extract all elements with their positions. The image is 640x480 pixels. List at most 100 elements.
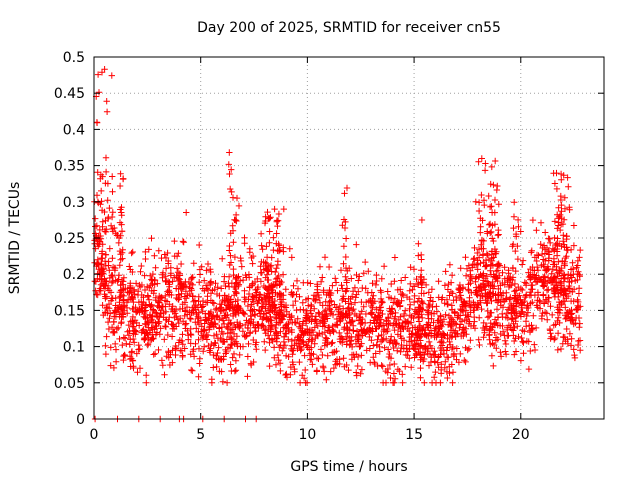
data-point: [571, 354, 579, 362]
data-point: [464, 346, 471, 354]
data-point: [487, 340, 494, 348]
data-point: [570, 222, 578, 229]
data-point: [455, 359, 463, 366]
data-point: [152, 264, 159, 271]
data-point: [99, 241, 106, 248]
data-point: [562, 312, 569, 319]
data-point: [378, 331, 385, 339]
data-point: [394, 347, 401, 354]
data-point: [430, 351, 437, 358]
data-point: [299, 299, 306, 306]
data-point: [106, 315, 113, 322]
data-point: [159, 362, 166, 369]
data-point: [289, 358, 296, 366]
data-point: [274, 291, 281, 299]
data-point: [513, 287, 520, 294]
data-point: [241, 240, 248, 247]
y-tick-label: 0.25: [54, 231, 85, 247]
data-point: [247, 329, 254, 336]
data-point: [514, 255, 522, 263]
data-point: [403, 345, 410, 352]
data-point: [109, 263, 117, 271]
data-point: [237, 322, 244, 329]
data-point: [499, 310, 506, 318]
data-point: [533, 227, 540, 234]
data-point: [560, 238, 567, 245]
data-point: [235, 202, 243, 210]
data-point: [426, 329, 433, 337]
data-point: [409, 324, 416, 331]
data-point: [338, 282, 345, 289]
data-point: [477, 223, 484, 230]
data-point: [340, 243, 348, 250]
data-point: [517, 228, 524, 235]
data-point: [441, 332, 448, 339]
data-point: [531, 267, 538, 274]
data-point: [448, 361, 455, 368]
data-point: [262, 217, 269, 225]
data-point: [446, 369, 453, 377]
data-point: [200, 333, 207, 340]
data-point: [168, 320, 175, 328]
data-point: [346, 319, 354, 326]
data-point: [525, 269, 532, 276]
data-point: [529, 263, 536, 271]
data-point: [487, 319, 494, 327]
data-point: [280, 244, 287, 251]
data-point: [276, 315, 284, 322]
data-point: [98, 266, 105, 274]
data-point: [179, 353, 186, 361]
data-point: [201, 327, 208, 334]
data-point: [465, 301, 473, 309]
data-point: [490, 291, 497, 298]
data-point: [362, 310, 370, 318]
data-point: [266, 228, 273, 235]
y-tick-label: 0.4: [63, 122, 85, 138]
data-point: [451, 310, 458, 317]
data-point: [536, 276, 543, 283]
data-point: [353, 291, 360, 298]
data-point: [311, 324, 318, 331]
data-point: [566, 278, 573, 286]
data-point: [248, 316, 255, 323]
data-point: [106, 267, 113, 274]
data-point: [509, 307, 516, 314]
data-point: [104, 318, 112, 326]
data-point: [431, 374, 438, 381]
data-point: [280, 303, 288, 310]
data-point: [244, 324, 252, 332]
data-point: [555, 204, 562, 211]
data-point: [126, 263, 133, 270]
data-point: [267, 214, 274, 221]
data-point: [574, 341, 582, 349]
data-point: [143, 372, 150, 379]
data-point: [490, 254, 497, 261]
data-point: [250, 293, 257, 301]
data-point: [257, 278, 265, 285]
data-point: [374, 313, 382, 320]
data-point: [249, 260, 256, 267]
data-point: [188, 274, 196, 281]
data-point: [382, 367, 389, 375]
data-point: [93, 222, 100, 229]
data-point: [181, 293, 188, 300]
data-point: [250, 336, 257, 344]
data-point: [497, 349, 504, 356]
data-point: [560, 232, 567, 239]
data-point: [245, 340, 252, 348]
data-point: [225, 316, 233, 324]
data-point: [421, 379, 428, 386]
data-point: [270, 344, 278, 351]
data-point: [547, 303, 554, 310]
data-point: [265, 286, 272, 294]
data-point: [226, 149, 233, 156]
data-point: [400, 312, 408, 320]
data-point: [225, 161, 232, 168]
data-points: [91, 66, 584, 423]
data-point: [155, 247, 162, 254]
data-point: [196, 241, 203, 249]
data-point: [386, 339, 393, 346]
data-point: [369, 280, 376, 287]
data-point: [102, 168, 110, 176]
data-point: [209, 321, 217, 328]
